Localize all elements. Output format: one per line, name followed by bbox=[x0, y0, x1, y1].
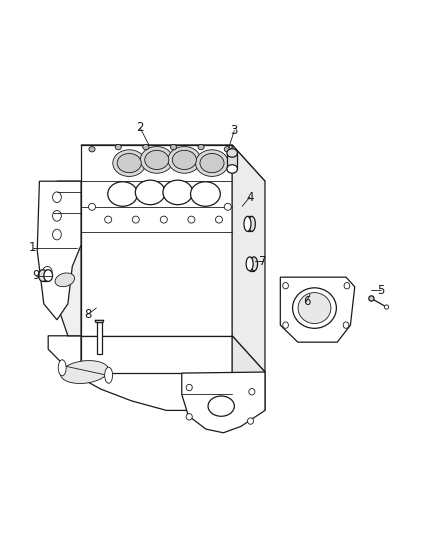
Ellipse shape bbox=[53, 192, 61, 203]
Ellipse shape bbox=[53, 211, 61, 221]
Polygon shape bbox=[250, 257, 254, 271]
Ellipse shape bbox=[39, 270, 47, 281]
Text: 5: 5 bbox=[378, 284, 385, 297]
Text: 9: 9 bbox=[32, 269, 40, 282]
Ellipse shape bbox=[117, 154, 141, 173]
Ellipse shape bbox=[88, 204, 95, 211]
Ellipse shape bbox=[188, 216, 195, 223]
Ellipse shape bbox=[227, 165, 237, 173]
Ellipse shape bbox=[283, 322, 288, 328]
Ellipse shape bbox=[44, 270, 53, 281]
Text: 1: 1 bbox=[29, 241, 37, 254]
Text: 8: 8 bbox=[84, 308, 91, 321]
Ellipse shape bbox=[89, 147, 95, 152]
Polygon shape bbox=[37, 181, 81, 320]
Ellipse shape bbox=[298, 293, 331, 324]
Ellipse shape bbox=[113, 150, 145, 176]
Ellipse shape bbox=[173, 150, 196, 169]
Ellipse shape bbox=[143, 144, 149, 150]
Ellipse shape bbox=[132, 216, 139, 223]
Ellipse shape bbox=[369, 296, 374, 301]
Ellipse shape bbox=[163, 180, 193, 205]
Ellipse shape bbox=[108, 182, 138, 206]
Polygon shape bbox=[232, 145, 265, 372]
Text: 7: 7 bbox=[259, 255, 267, 268]
Ellipse shape bbox=[251, 257, 258, 271]
Text: 3: 3 bbox=[231, 124, 238, 137]
Polygon shape bbox=[227, 153, 237, 169]
Polygon shape bbox=[48, 336, 210, 410]
Ellipse shape bbox=[105, 367, 113, 383]
Ellipse shape bbox=[200, 154, 224, 173]
Ellipse shape bbox=[198, 144, 204, 150]
Ellipse shape bbox=[215, 216, 223, 223]
Ellipse shape bbox=[53, 229, 61, 240]
Ellipse shape bbox=[224, 147, 230, 152]
Ellipse shape bbox=[186, 414, 192, 420]
Ellipse shape bbox=[168, 147, 201, 173]
Ellipse shape bbox=[293, 288, 336, 328]
Polygon shape bbox=[247, 216, 252, 231]
Ellipse shape bbox=[246, 257, 253, 271]
Ellipse shape bbox=[249, 389, 255, 395]
Ellipse shape bbox=[208, 396, 234, 416]
Polygon shape bbox=[97, 322, 102, 354]
Ellipse shape bbox=[344, 282, 350, 289]
Ellipse shape bbox=[248, 216, 255, 231]
Ellipse shape bbox=[247, 418, 254, 424]
Polygon shape bbox=[57, 181, 81, 336]
Ellipse shape bbox=[58, 360, 66, 376]
Ellipse shape bbox=[283, 282, 288, 289]
Ellipse shape bbox=[224, 204, 231, 211]
Polygon shape bbox=[95, 320, 104, 322]
Ellipse shape bbox=[115, 144, 121, 150]
Ellipse shape bbox=[384, 305, 389, 309]
Polygon shape bbox=[81, 145, 232, 336]
Ellipse shape bbox=[227, 149, 237, 157]
Ellipse shape bbox=[105, 216, 112, 223]
Text: 2: 2 bbox=[136, 122, 144, 134]
Ellipse shape bbox=[186, 384, 192, 391]
Polygon shape bbox=[182, 372, 265, 433]
Ellipse shape bbox=[140, 147, 173, 173]
Text: 4: 4 bbox=[246, 191, 254, 204]
Ellipse shape bbox=[191, 182, 220, 206]
Ellipse shape bbox=[60, 361, 109, 383]
Ellipse shape bbox=[55, 273, 74, 287]
Text: 6: 6 bbox=[303, 295, 311, 308]
Ellipse shape bbox=[145, 150, 169, 169]
Ellipse shape bbox=[160, 216, 167, 223]
Ellipse shape bbox=[42, 266, 52, 277]
Polygon shape bbox=[43, 270, 48, 281]
Polygon shape bbox=[81, 336, 232, 373]
Polygon shape bbox=[81, 145, 265, 181]
Polygon shape bbox=[280, 277, 355, 342]
Ellipse shape bbox=[135, 180, 165, 205]
Polygon shape bbox=[232, 336, 265, 410]
Ellipse shape bbox=[170, 144, 177, 150]
Ellipse shape bbox=[195, 150, 229, 176]
Ellipse shape bbox=[343, 322, 349, 328]
Ellipse shape bbox=[244, 216, 251, 231]
